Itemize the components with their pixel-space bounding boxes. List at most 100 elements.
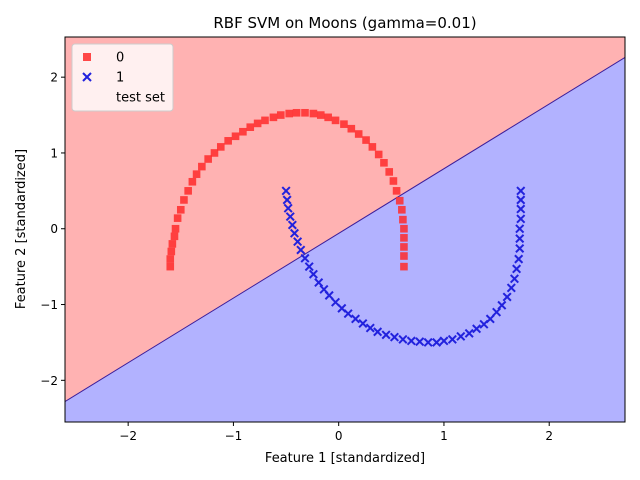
- point-class-0: [184, 187, 192, 195]
- point-class-0: [400, 234, 408, 242]
- point-class-0: [168, 240, 177, 248]
- point-class-1: [432, 337, 442, 347]
- point-class-0: [285, 109, 294, 118]
- point-class-0: [400, 262, 408, 271]
- point-class-1: [485, 314, 495, 324]
- point-class-0: [166, 262, 175, 271]
- data-points: [166, 108, 526, 347]
- y-axis-label: Feature 2 [standardized]: [14, 149, 29, 309]
- point-class-1: [296, 245, 306, 255]
- point-class-1: [506, 283, 516, 293]
- point-class-0: [198, 162, 206, 171]
- point-class-0: [362, 136, 370, 144]
- point-class-1: [516, 214, 526, 224]
- point-class-1: [515, 234, 525, 244]
- point-class-1: [516, 186, 526, 196]
- point-class-1: [415, 337, 425, 347]
- y-axis-ticks: −2 −1 0 1 2: [40, 71, 65, 388]
- y-tick-label: −1: [40, 298, 58, 312]
- point-class-1: [293, 237, 303, 247]
- point-class-0: [210, 149, 219, 157]
- point-class-1: [512, 264, 522, 274]
- point-class-1: [502, 292, 512, 302]
- point-class-0: [166, 255, 175, 263]
- point-class-1: [373, 327, 383, 337]
- x-axis-label: Feature 1 [standardized]: [265, 451, 425, 466]
- point-class-1: [351, 314, 361, 324]
- point-class-1: [308, 269, 318, 279]
- legend: 0 1 test set: [71, 43, 174, 112]
- region-class-1: [65, 57, 625, 422]
- point-class-0: [385, 168, 394, 176]
- point-class-1: [343, 309, 353, 319]
- point-class-1: [472, 324, 482, 334]
- point-class-1: [516, 204, 526, 214]
- plot-frame: [64, 36, 626, 423]
- point-class-0: [180, 196, 188, 204]
- legend-label: test set: [116, 91, 165, 106]
- point-class-1: [324, 290, 334, 300]
- point-class-1: [439, 336, 449, 346]
- point-class-0: [354, 130, 363, 138]
- point-class-0: [171, 224, 180, 233]
- point-class-0: [340, 120, 348, 128]
- point-class-1: [281, 186, 291, 196]
- point-class-0: [400, 252, 408, 260]
- legend-entry: 1: [82, 71, 124, 86]
- legend-box: [71, 43, 174, 112]
- point-class-0: [309, 109, 318, 118]
- point-class-0: [167, 247, 176, 256]
- x-tick-label: 0: [335, 429, 343, 443]
- legend-entry: test set: [116, 91, 165, 106]
- point-class-1: [282, 195, 292, 205]
- point-class-1: [358, 318, 368, 328]
- x-tick-label: −2: [119, 429, 137, 443]
- point-class-0: [399, 215, 407, 224]
- point-class-0: [392, 187, 401, 195]
- point-class-1: [381, 330, 391, 340]
- y-tick-label: 0: [50, 222, 58, 236]
- point-class-0: [269, 113, 278, 122]
- point-class-0: [188, 177, 197, 186]
- y-tick-label: −2: [40, 374, 58, 388]
- point-class-0: [374, 150, 383, 159]
- legend-entry: 0: [83, 51, 124, 66]
- point-class-0: [192, 170, 201, 178]
- point-class-0: [276, 111, 285, 119]
- point-class-1: [464, 328, 474, 338]
- point-class-0: [347, 124, 356, 133]
- point-class-0: [261, 116, 269, 125]
- point-class-1: [406, 336, 416, 346]
- y-tick-label: 2: [50, 71, 58, 85]
- point-class-0: [246, 123, 255, 131]
- x-axis-ticks: −2 −1 0 1 2: [119, 422, 553, 443]
- chart-title: RBF SVM on Moons (gamma=0.01): [213, 14, 476, 32]
- point-class-0: [389, 177, 398, 185]
- legend-marker-x: [82, 72, 92, 82]
- point-class-0: [173, 214, 182, 222]
- point-class-0: [253, 119, 262, 128]
- point-class-0: [204, 155, 212, 163]
- point-class-1: [287, 220, 297, 230]
- point-class-0: [400, 224, 408, 233]
- point-class-1: [515, 224, 525, 234]
- point-class-0: [239, 127, 247, 136]
- legend-marker-square: [83, 53, 91, 61]
- legend-label: 0: [116, 51, 124, 66]
- point-class-0: [331, 116, 340, 125]
- point-class-1: [516, 195, 526, 205]
- point-class-1: [389, 332, 399, 342]
- point-class-1: [283, 203, 293, 213]
- point-class-0: [224, 137, 232, 145]
- point-class-0: [324, 113, 332, 122]
- legend-label: 1: [116, 71, 124, 86]
- point-class-1: [456, 331, 466, 341]
- point-class-1: [423, 337, 433, 347]
- point-class-1: [365, 323, 375, 333]
- point-class-0: [398, 205, 406, 214]
- point-class-0: [400, 243, 408, 251]
- point-class-1: [497, 300, 507, 310]
- point-class-1: [314, 278, 324, 288]
- point-class-0: [368, 143, 377, 151]
